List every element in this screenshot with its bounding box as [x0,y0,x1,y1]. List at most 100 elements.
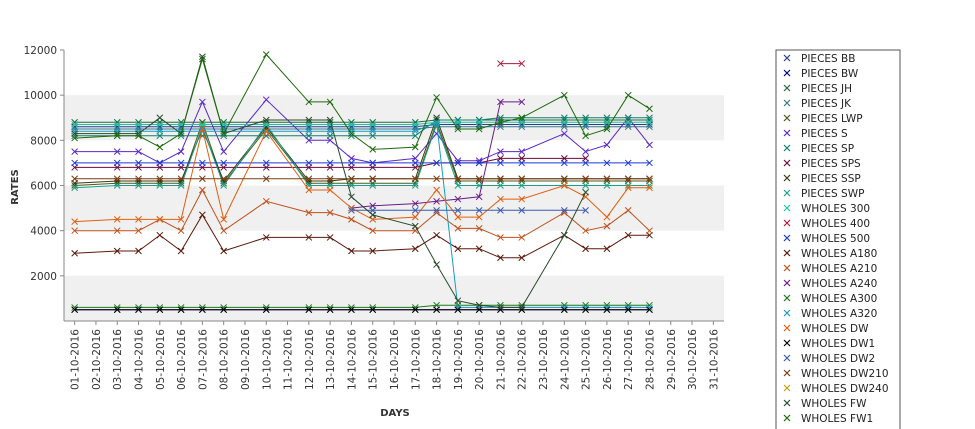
legend-item[interactable]: WHOLES FW1 [783,413,873,425]
data-point [156,231,164,239]
data-point [433,261,440,268]
series-line [74,54,587,308]
data-point [411,175,419,183]
data-point [71,148,78,155]
data-point [177,130,185,137]
data-point [646,141,653,149]
data-point [475,213,483,221]
legend-label: PIECES SWP [801,188,864,200]
legend-item[interactable]: PIECES SPS [783,158,861,170]
legend-item[interactable]: WHOLES A180 [783,248,877,260]
legend-item[interactable]: WHOLES DW210 [783,368,889,380]
data-point [497,60,504,67]
legend-item[interactable]: PIECES BW [783,68,859,80]
data-point [369,175,377,183]
legend-item[interactable]: WHOLES A210 [783,263,877,275]
data-point [411,306,419,314]
data-point [560,130,568,137]
legend-marker [783,369,791,377]
data-point [518,98,526,106]
data-point [411,127,419,135]
data-point [199,211,206,219]
legend-item[interactable]: WHOLES 400 [783,218,870,230]
data-point [603,245,611,253]
data-point [305,234,313,241]
data-point [475,175,483,183]
legend-box [775,49,901,429]
x-tick-label: 23-10-2016 [538,329,550,390]
legend-marker [783,234,791,242]
legend-item[interactable]: PIECES LWP [783,113,863,125]
data-point [411,206,419,214]
series-wholes-dw210 [71,175,653,183]
data-point [497,195,504,203]
legend-item[interactable]: PIECES JH [783,83,852,95]
legend-item[interactable]: PIECES SWP [783,188,864,200]
legend-marker [783,159,791,167]
y-axis-ticks: 2000 4000 6000 8000 10000 12000 [24,45,64,283]
data-point [220,227,228,235]
data-point [348,182,355,189]
data-point [199,98,206,106]
data-point [71,121,78,128]
data-point [71,306,78,314]
data-point [411,159,419,167]
legend-item[interactable]: WHOLES A300 [783,293,877,305]
legend-item[interactable]: PIECES SSP [783,173,861,185]
data-point [518,254,526,262]
data-point [454,175,462,183]
data-point [220,159,228,167]
data-point [113,182,121,189]
series-wholes-fw [71,53,589,311]
x-tick-label: 10-10-2016 [261,329,273,390]
x-tick-label: 12-10-2016 [304,329,316,390]
legend-item[interactable]: WHOLES DW [783,323,869,335]
legend-item[interactable]: WHOLES DW2 [783,353,875,365]
data-point [113,227,121,235]
series-layer [71,51,653,314]
data-point [305,209,313,216]
legend-marker [783,279,791,287]
legend-item[interactable]: WHOLES 500 [783,233,870,245]
data-point [369,121,377,128]
data-point [603,159,611,167]
data-point [369,159,377,167]
legend-item[interactable]: WHOLES DW1 [783,338,875,350]
x-tick-label: 29-10-2016 [666,329,678,390]
data-point [454,159,462,167]
data-point [603,213,611,221]
data-point [220,247,228,255]
data-point [348,247,355,255]
data-point [348,175,355,183]
data-point [582,148,589,155]
legend-item[interactable]: PIECES JK [783,98,852,110]
data-point [582,227,589,235]
data-point [624,91,632,99]
x-tick-label: 06-10-2016 [176,329,188,390]
legend-label: WHOLES A300 [801,293,877,305]
legend-item[interactable]: PIECES S [783,128,848,140]
data-point [369,227,377,235]
data-point [305,175,313,183]
legend-item[interactable]: WHOLES FW [783,398,867,410]
x-tick-label: 21-10-2016 [495,329,507,390]
legend-item[interactable]: WHOLES A320 [783,308,877,320]
legend-item[interactable]: WHOLES 300 [783,203,870,215]
legend-item[interactable]: WHOLES A240 [783,278,877,290]
data-point [624,184,632,192]
data-point [518,159,526,167]
data-point [177,247,185,255]
data-point [199,186,206,194]
legend-label: PIECES LWP [801,113,863,125]
data-point [369,247,377,255]
legend-item[interactable]: WHOLES DW240 [783,383,889,395]
x-tick-label: 20-10-2016 [474,329,486,390]
legend-item[interactable]: PIECES SP [783,143,854,155]
data-point [582,306,589,314]
legend-label: WHOLES A240 [801,278,877,290]
x-axis-ticks: 01-10-2016 02-10-2016 03-10-2016 04-10-2016… [70,321,720,390]
legend-item[interactable]: PIECES BB [783,53,855,65]
data-point [348,193,355,201]
y-tick-label: 8000 [30,135,57,147]
series-wholes-fw1 [71,51,653,153]
